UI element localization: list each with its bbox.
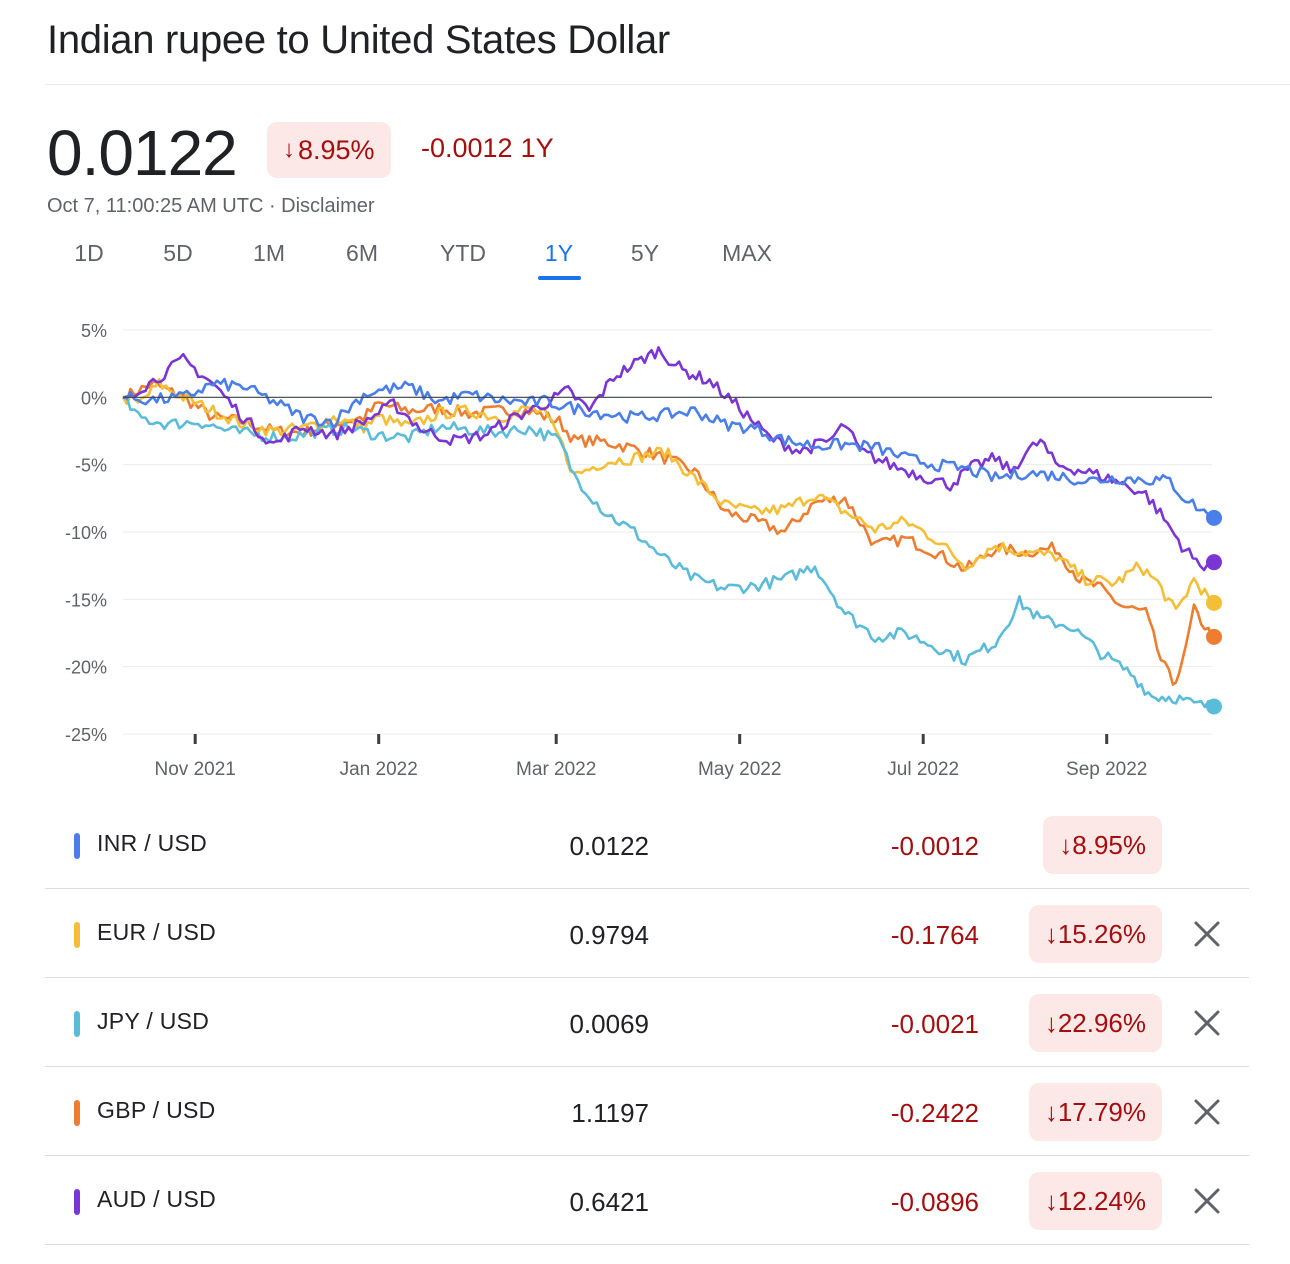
remove-comparison-close-icon[interactable] [1191,1185,1223,1217]
pair-change-percent-badge: ↓ 12.24% [1028,1172,1162,1230]
x-tick-label: Sep 2022 [1066,759,1147,780]
series-end-marker-aud [1206,554,1222,571]
tab-5d[interactable]: 5D [163,240,193,266]
series-color-swatch [74,833,80,859]
table-row: GBP / USD 1.1197 -0.2422 ↓ 17.79% [45,1067,1249,1156]
pair-label: EUR / USD [97,919,216,945]
x-tick-label: Jan 2022 [340,759,418,780]
pair-change-percent-badge: ↓ 15.26% [1028,905,1162,963]
down-arrow-icon: ↓ [1044,1007,1058,1038]
x-tick-label: Nov 2021 [155,759,236,780]
pair-value: 1.1197 [571,1098,649,1128]
change-percent-badge: ↓ 8.95% [267,122,391,178]
tab-1d[interactable]: 1D [74,240,104,266]
pair-label: AUD / USD [97,1186,216,1212]
pair-change-percent-badge: ↓ 8.95% [1043,816,1162,874]
series-end-marker-jpy [1206,698,1222,715]
pair-change-percent: 22.96% [1057,1007,1146,1038]
pair-change: -0.0021 [890,1009,979,1039]
down-arrow-icon: ↓ [1059,829,1073,860]
timestamp-line: Oct 7, 11:00:25 AM UTC · Disclaimer [47,195,375,218]
y-tick-label: -25% [65,725,107,745]
pair-change-percent: 15.26% [1057,918,1146,949]
y-tick-label: 0% [81,388,107,408]
change-absolute-value: -0.0012 [421,133,513,163]
y-tick-label: -20% [65,658,107,678]
series-line-gbp [122,379,1214,686]
title-divider [45,84,1290,85]
pair-value: 0.9794 [569,920,649,950]
pair-change-percent-badge: ↓ 22.96% [1028,994,1162,1052]
series-end-marker-eur [1206,594,1222,611]
remove-comparison-close-icon[interactable] [1191,1007,1223,1039]
change-period: 1Y [520,133,554,163]
table-row: EUR / USD 0.9794 -0.1764 ↓ 15.26% [45,889,1249,978]
change-absolute: -0.0012 1Y [421,133,554,164]
series-color-swatch [74,1100,80,1126]
pair-value: 0.0122 [569,831,649,861]
pair-change-percent: 8.95% [1072,829,1146,860]
pair-label: GBP / USD [97,1097,216,1123]
pair-change: -0.2422 [890,1098,979,1128]
series-line-eur [121,378,1214,610]
pair-value: 0.0069 [569,1009,649,1039]
tab-6m[interactable]: 6M [346,240,378,266]
line-chart: 5% 0% -5% -10% -15% -20% -25% Nov 2021 Jan 2022 M… [65,321,1222,780]
pair-change: -0.1764 [890,920,979,950]
down-arrow-icon: ↓ [1044,1185,1058,1216]
pair-label: INR / USD [97,830,208,856]
page-title: Indian rupee to United States Dollar [47,18,670,62]
tab-5y[interactable]: 5Y [630,240,660,266]
x-tick-label: May 2022 [698,759,781,780]
tab-ytd[interactable]: YTD [440,240,486,266]
pair-change: -0.0012 [890,831,979,861]
series-end-marker-gbp [1206,628,1222,645]
pair-change-percent: 12.24% [1057,1185,1146,1216]
y-tick-label: -5% [75,456,107,476]
down-arrow-icon: ↓ [1044,1096,1058,1127]
down-arrow-icon: ↓ [283,136,295,163]
tab-max[interactable]: MAX [722,240,772,266]
y-tick-label: -10% [65,523,107,543]
series-line-inr [122,377,1213,519]
change-percent-value: 8.95% [298,134,375,165]
remove-comparison-close-icon[interactable] [1191,918,1223,950]
tab-1m[interactable]: 1M [253,240,285,266]
series-line-jpy [122,395,1214,709]
remove-comparison-close-icon[interactable] [1191,1096,1223,1128]
series-end-marker-inr [1206,509,1222,526]
pair-label: JPY / USD [97,1008,210,1034]
series-color-swatch [74,1011,80,1037]
active-tab-indicator [538,276,581,280]
timestamp: Oct 7, 11:00:25 AM UTC [47,195,264,217]
down-arrow-icon: ↓ [1044,918,1058,949]
comparison-table: INR / USD 0.0122 -0.0012 ↓ 8.95% EUR / US… [45,800,1249,1245]
table-row: INR / USD 0.0122 -0.0012 ↓ 8.95% [45,800,1249,889]
series-color-swatch [74,1189,80,1215]
current-price: 0.0122 [47,117,238,189]
separator: · [263,195,282,217]
pair-value: 0.6421 [569,1187,649,1217]
tab-1y[interactable]: 1Y [544,240,574,266]
table-row: JPY / USD 0.0069 -0.0021 ↓ 22.96% [45,978,1249,1067]
x-tick-label: Jul 2022 [887,759,959,780]
table-row: AUD / USD 0.6421 -0.0896 ↓ 12.24% [45,1156,1249,1245]
disclaimer-link[interactable]: Disclaimer [281,195,375,217]
y-tick-label: 5% [81,321,107,341]
series-line-aud [122,346,1213,572]
series-color-swatch [74,922,80,948]
pair-change: -0.0896 [890,1187,979,1217]
pair-change-percent: 17.79% [1057,1096,1146,1127]
y-tick-label: -15% [65,590,107,610]
pair-change-percent-badge: ↓ 17.79% [1028,1083,1162,1141]
x-tick-label: Mar 2022 [516,759,596,780]
